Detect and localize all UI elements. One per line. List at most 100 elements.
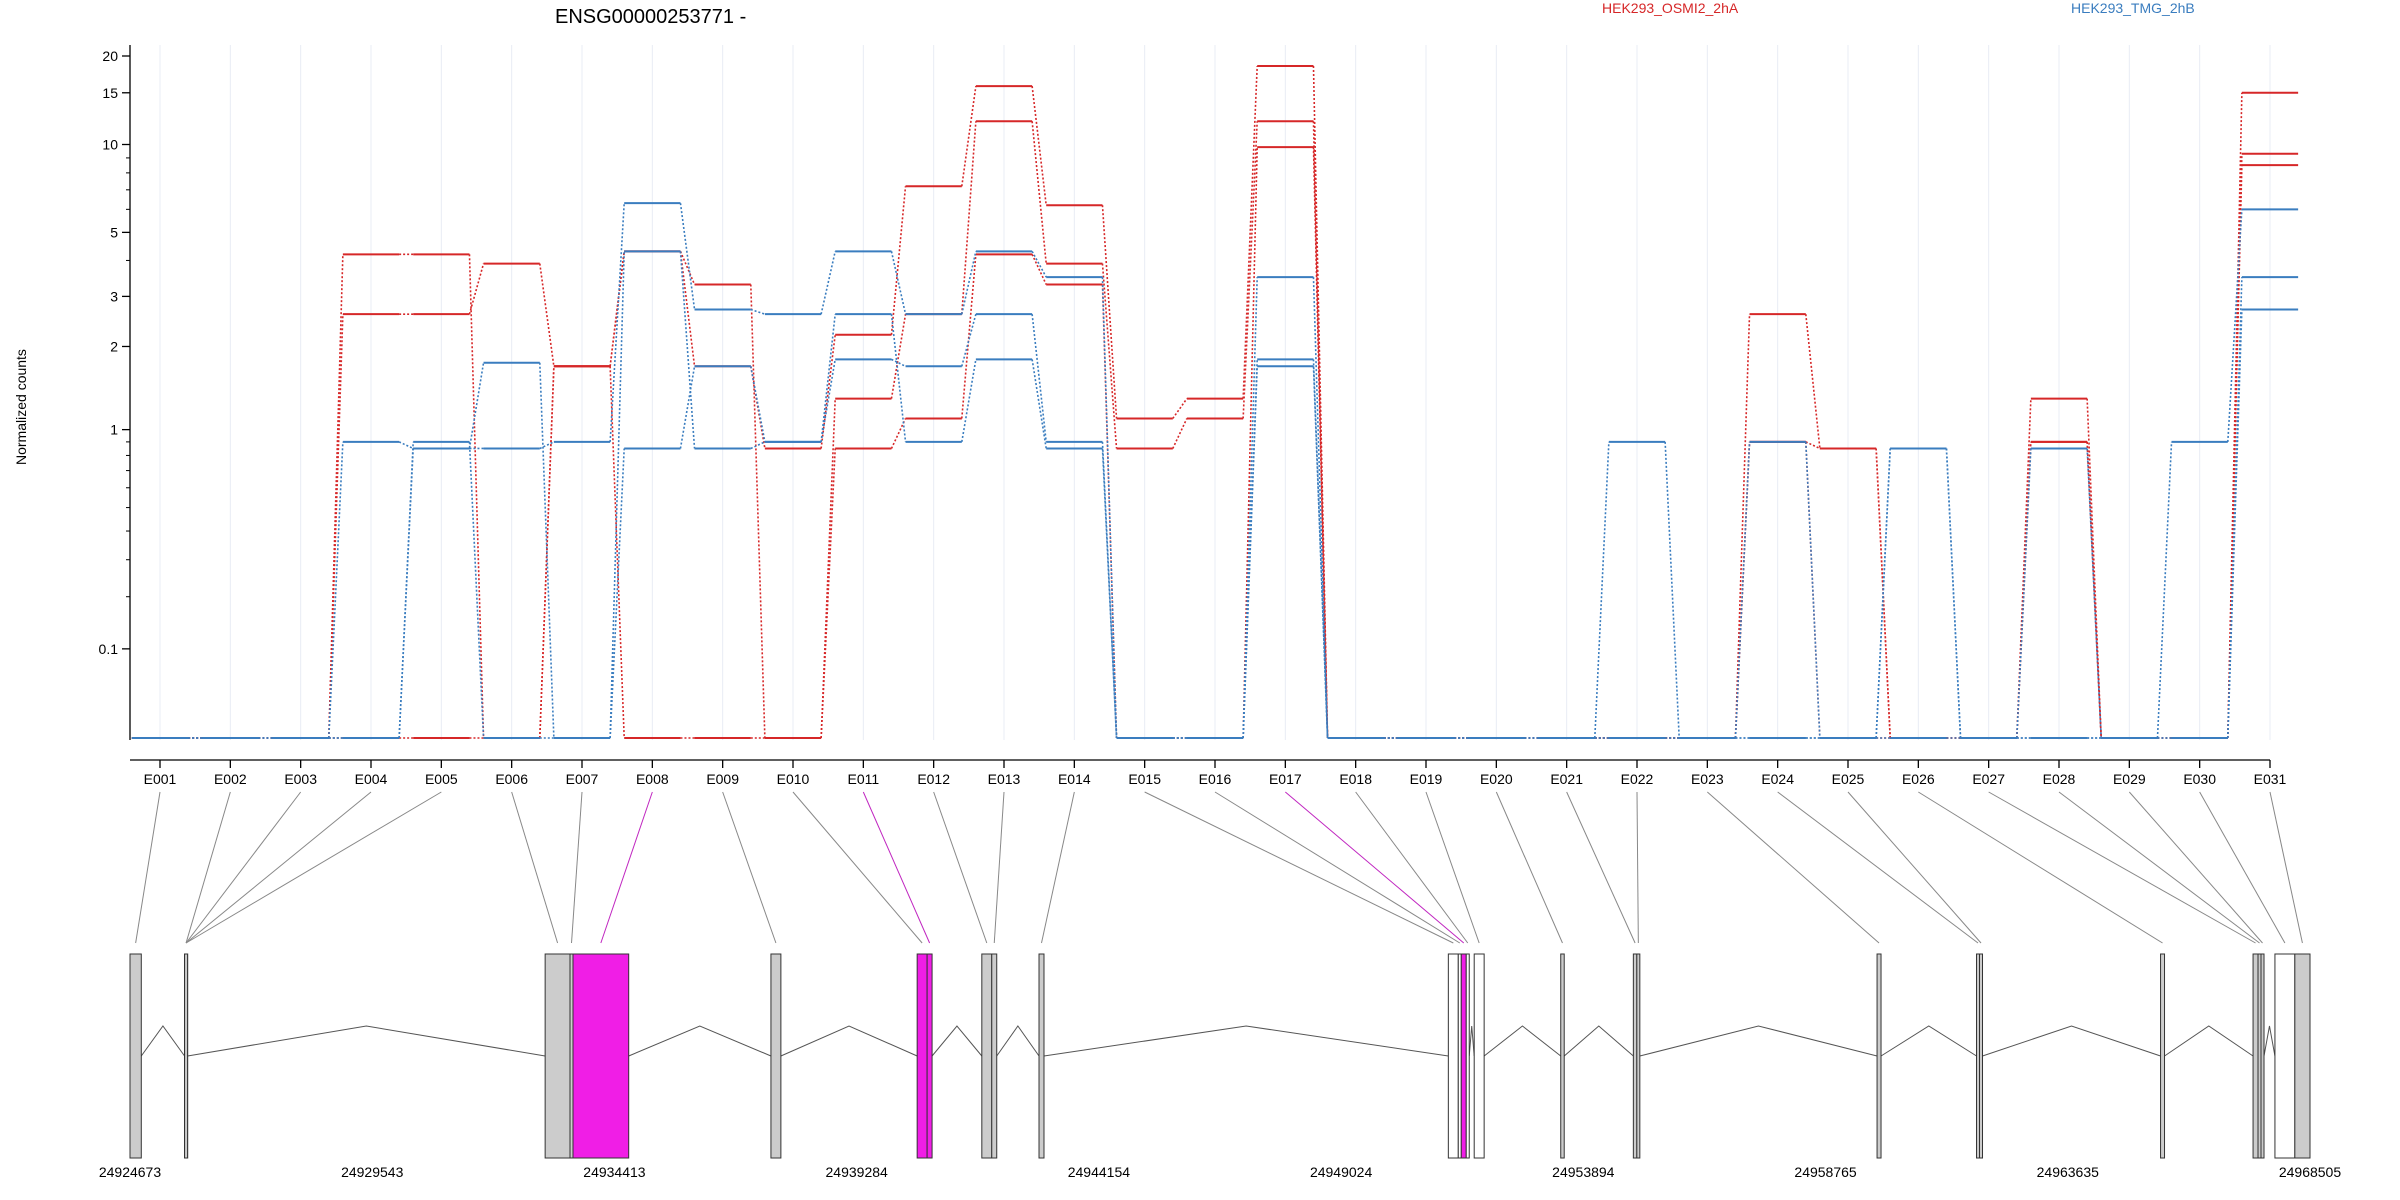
x-tick-label-e026: E026 xyxy=(1902,771,1935,787)
exon-e026 xyxy=(2160,953,2166,1159)
exon-e027 xyxy=(2252,953,2259,1159)
x-tick-label-e007: E007 xyxy=(566,771,599,787)
connector-e006 xyxy=(511,791,559,944)
y-tick-label: 5 xyxy=(110,224,118,240)
intron xyxy=(996,1025,1040,1057)
intron xyxy=(1468,1025,1475,1057)
y-axis: 0.1 1 2 3 5 10 15 20 xyxy=(99,45,131,740)
x-tick-label-e018: E018 xyxy=(1339,771,1372,787)
exon-e017 xyxy=(1460,953,1467,1159)
x-tick-label-e021: E021 xyxy=(1550,771,1583,787)
exon-e023 xyxy=(1876,953,1882,1159)
exon-e018 xyxy=(1465,953,1470,1159)
exon-e014 xyxy=(1038,953,1045,1159)
connector-e017 xyxy=(1285,791,1465,944)
intron xyxy=(1483,1025,1562,1057)
x-tick-label-e013: E013 xyxy=(988,771,1021,787)
y-tick-label: 15 xyxy=(102,85,118,101)
exon-e022 xyxy=(1636,953,1641,1159)
x-tick-label-e023: E023 xyxy=(1691,771,1724,787)
intron xyxy=(1563,1025,1634,1057)
exon-e020 xyxy=(1560,953,1565,1159)
x-tick-label-e027: E027 xyxy=(1972,771,2005,787)
x-tick-label-e011: E011 xyxy=(847,771,879,787)
legend-entry-osmi2: HEK293_OSMI2_2hA xyxy=(1602,0,1739,16)
exon-connectors xyxy=(135,791,2303,944)
connector-e015 xyxy=(1144,791,1454,944)
connector-e001 xyxy=(135,791,161,944)
connector-e025 xyxy=(1847,791,1982,944)
x-tick-label-e001: E001 xyxy=(144,771,177,787)
series-6-hek293-tmg-2hb xyxy=(131,250,2299,739)
x-tick-label-e028: E028 xyxy=(2043,771,2076,787)
intron xyxy=(1043,1025,1449,1057)
connector-e002 xyxy=(185,791,231,944)
intron xyxy=(1880,1025,1977,1057)
connector-e011 xyxy=(862,791,931,944)
genomic-coordinates: 24924673 24929543 24934413 24939284 24944154… xyxy=(99,1164,2342,1180)
connector-e016 xyxy=(1214,791,1461,944)
x-tick-label-e020: E020 xyxy=(1480,771,1513,787)
connector-e007 xyxy=(571,791,583,944)
intron xyxy=(2263,1025,2276,1057)
intron xyxy=(628,1025,772,1057)
y-tick-label: 2 xyxy=(110,338,118,354)
exon-e001 xyxy=(129,953,142,1159)
x-tick-label-e030: E030 xyxy=(2183,771,2216,787)
x-tick-label-e015: E015 xyxy=(1128,771,1161,787)
intron xyxy=(931,1025,983,1057)
connector-e029 xyxy=(2128,791,2263,944)
coordinate-label: 24939284 xyxy=(826,1164,889,1180)
x-tick-label-e024: E024 xyxy=(1761,771,1794,787)
y-tick-label: 3 xyxy=(110,288,118,304)
x-tick-label-e002: E002 xyxy=(214,771,247,787)
exon-e015 xyxy=(1447,953,1459,1159)
x-axis: E001 E002 E003 E004 E005 E006 E007 E008 E009 E010… xyxy=(130,759,2287,787)
connector-e018 xyxy=(1355,791,1469,944)
connector-e027 xyxy=(1988,791,2256,944)
exon-e021 xyxy=(1632,953,1638,1159)
x-tick-label-e009: E009 xyxy=(706,771,739,787)
coordinate-label: 24929543 xyxy=(341,1164,404,1180)
connector-e008 xyxy=(600,791,653,944)
exon-e005 xyxy=(184,953,189,1159)
intron xyxy=(2164,1025,2254,1057)
connector-e013 xyxy=(993,791,1005,944)
exon-e012 xyxy=(981,953,993,1159)
x-tick-label-e016: E016 xyxy=(1199,771,1232,787)
legend-entry-tmg: HEK293_TMG_2hB xyxy=(2071,0,2195,16)
connector-e023 xyxy=(1707,791,1880,944)
gene-model xyxy=(129,953,2311,1159)
intron xyxy=(140,1025,185,1057)
series-lines xyxy=(131,64,2299,739)
coordinate-label: 24934413 xyxy=(583,1164,646,1180)
x-tick-label-e025: E025 xyxy=(1832,771,1865,787)
x-tick-label-e003: E003 xyxy=(284,771,317,787)
connector-e030 xyxy=(2199,791,2286,944)
x-tick-label-e017: E017 xyxy=(1269,771,1302,787)
connector-e019 xyxy=(1425,791,1480,944)
x-tick-label-e019: E019 xyxy=(1410,771,1443,787)
x-tick-label-e008: E008 xyxy=(636,771,669,787)
coordinate-label: 24924673 xyxy=(99,1164,162,1180)
connector-e010 xyxy=(792,791,923,944)
intron xyxy=(1982,1025,2161,1057)
connector-e022 xyxy=(1636,791,1639,944)
connector-e021 xyxy=(1566,791,1636,944)
x-tick-label-e006: E006 xyxy=(495,771,528,787)
exon-e008 xyxy=(572,953,630,1159)
x-tick-label-e004: E004 xyxy=(355,771,388,787)
y-tick-label: 1 xyxy=(110,422,118,438)
connector-e020 xyxy=(1495,791,1563,944)
connector-e031 xyxy=(2269,791,2303,944)
exon-e009 xyxy=(770,953,782,1159)
connector-e004 xyxy=(185,791,372,944)
x-tick-label-e012: E012 xyxy=(917,771,950,787)
exon-e006 xyxy=(544,953,571,1159)
connector-e024 xyxy=(1777,791,1979,944)
connector-e005 xyxy=(185,791,442,944)
series-connector xyxy=(188,203,2243,739)
y-axis-label: Normalized counts xyxy=(13,349,29,465)
series-connector xyxy=(188,251,2243,739)
